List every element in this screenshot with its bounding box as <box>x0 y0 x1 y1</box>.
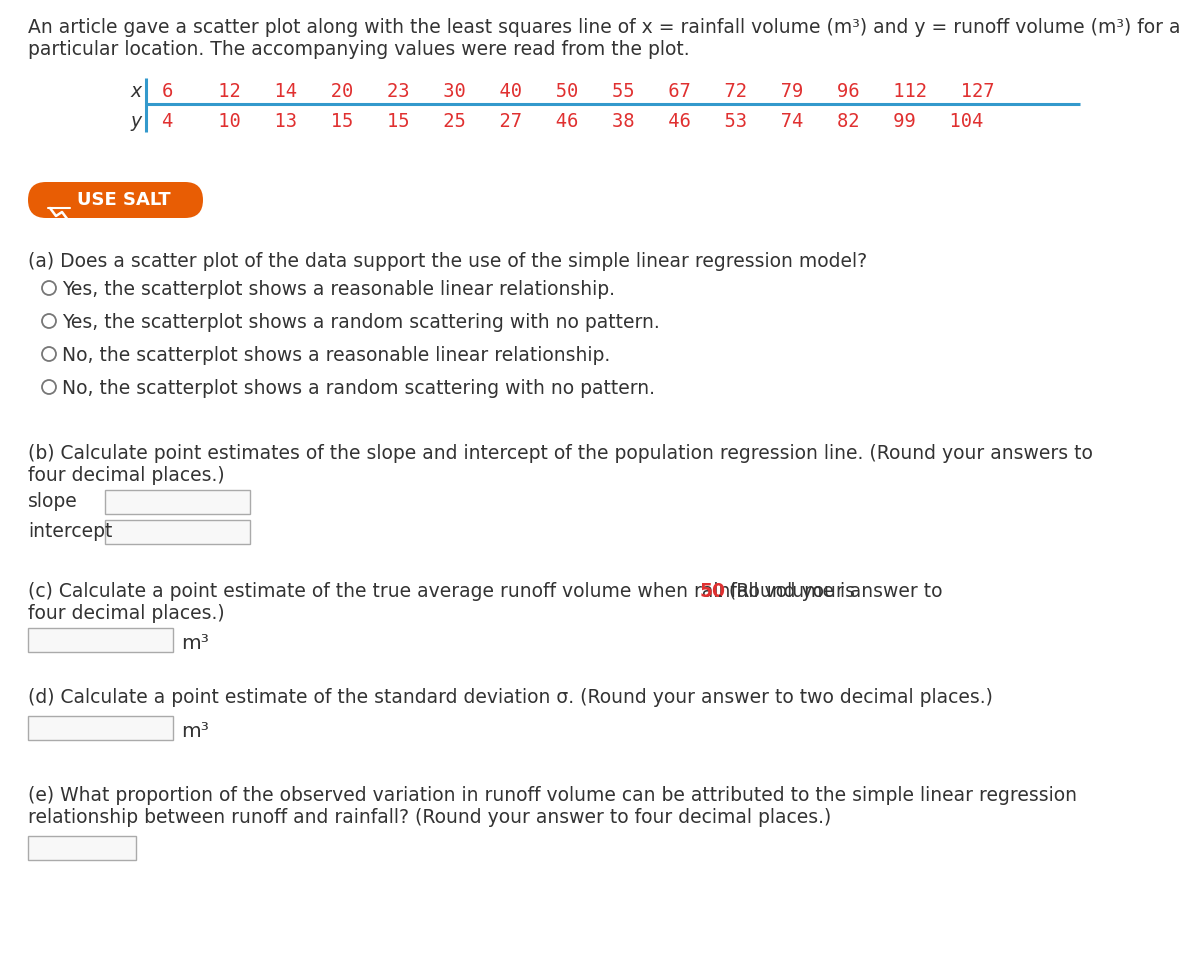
Text: . (Round your answer to: . (Round your answer to <box>718 582 943 601</box>
Text: x: x <box>130 82 142 101</box>
Text: No, the scatterplot shows a random scattering with no pattern.: No, the scatterplot shows a random scatt… <box>62 379 655 398</box>
Text: No, the scatterplot shows a reasonable linear relationship.: No, the scatterplot shows a reasonable l… <box>62 346 611 365</box>
Text: particular location. The accompanying values were read from the plot.: particular location. The accompanying va… <box>28 40 690 59</box>
FancyBboxPatch shape <box>106 490 250 514</box>
Text: intercept: intercept <box>28 522 113 541</box>
Text: Yes, the scatterplot shows a random scattering with no pattern.: Yes, the scatterplot shows a random scat… <box>62 313 660 332</box>
Text: four decimal places.): four decimal places.) <box>28 604 224 623</box>
Text: (c) Calculate a point estimate of the true average runoff volume when rainfall v: (c) Calculate a point estimate of the tr… <box>28 582 862 601</box>
Text: m³: m³ <box>181 634 209 653</box>
FancyBboxPatch shape <box>28 628 173 652</box>
Text: (d) Calculate a point estimate of the standard deviation σ. (Round your answer t: (d) Calculate a point estimate of the st… <box>28 688 992 707</box>
Text: slope: slope <box>28 492 78 511</box>
Text: 6    12   14   20   23   30   40   50   55   67   72   79   96   112   127: 6 12 14 20 23 30 40 50 55 67 72 79 96 11… <box>162 82 995 101</box>
Text: 4    10   13   15   15   25   27   46   38   46   53   74   82   99   104: 4 10 13 15 15 25 27 46 38 46 53 74 82 99… <box>162 112 983 131</box>
FancyBboxPatch shape <box>28 716 173 740</box>
Text: Yes, the scatterplot shows a reasonable linear relationship.: Yes, the scatterplot shows a reasonable … <box>62 280 616 299</box>
Text: (b) Calculate point estimates of the slope and intercept of the population regre: (b) Calculate point estimates of the slo… <box>28 444 1093 463</box>
FancyBboxPatch shape <box>28 182 203 218</box>
Text: y: y <box>130 112 142 131</box>
Text: m³: m³ <box>181 722 209 741</box>
Text: 50: 50 <box>700 582 726 601</box>
Text: relationship between runoff and rainfall? (Round your answer to four decimal pla: relationship between runoff and rainfall… <box>28 808 832 827</box>
Text: four decimal places.): four decimal places.) <box>28 466 224 485</box>
Text: An article gave a scatter plot along with the least squares line of x = rainfall: An article gave a scatter plot along wit… <box>28 18 1181 37</box>
Text: (a) Does a scatter plot of the data support the use of the simple linear regress: (a) Does a scatter plot of the data supp… <box>28 252 868 271</box>
Text: USE SALT: USE SALT <box>77 191 170 209</box>
Text: (e) What proportion of the observed variation in runoff volume can be attributed: (e) What proportion of the observed vari… <box>28 786 1078 805</box>
FancyBboxPatch shape <box>106 520 250 544</box>
FancyBboxPatch shape <box>28 836 136 860</box>
